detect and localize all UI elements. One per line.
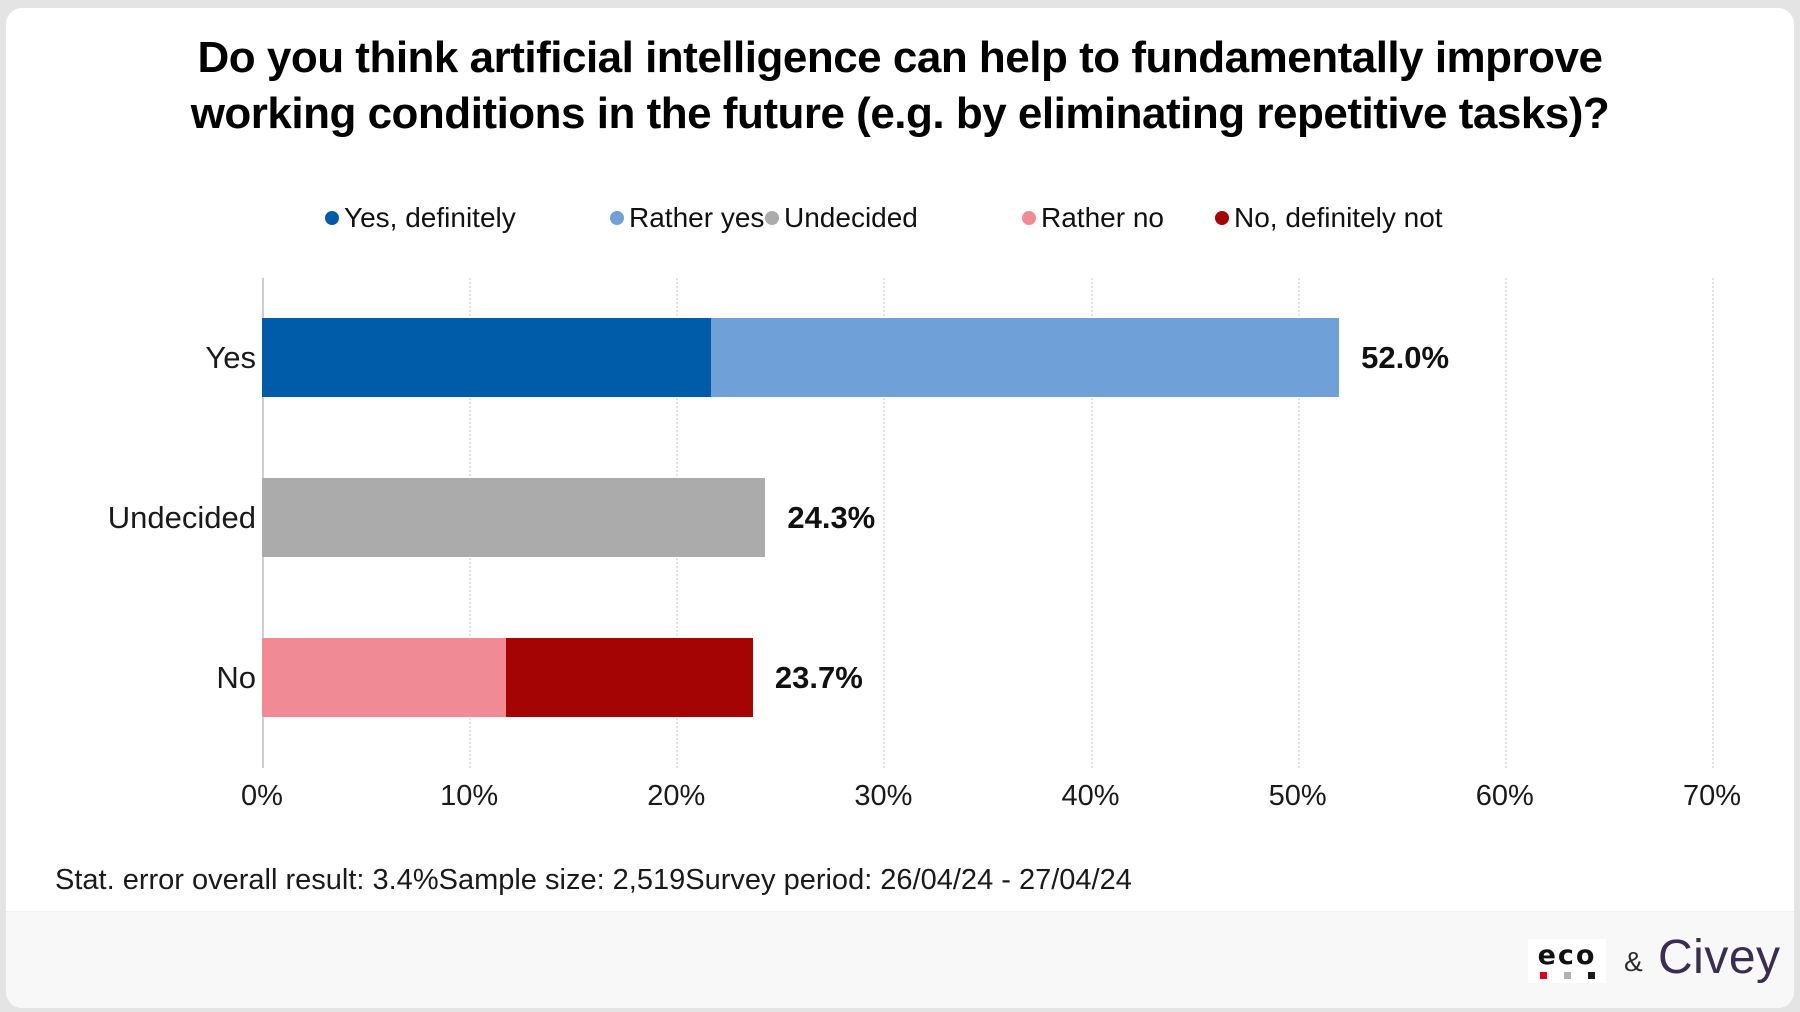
- category-label: Undecided: [107, 500, 256, 535]
- eco-logo-text: eco: [1537, 939, 1597, 971]
- civey-logo: Civey: [1658, 931, 1781, 984]
- legend-item: Rather no: [1022, 200, 1164, 236]
- bar-segment: [262, 318, 712, 397]
- x-tick-label: 30%: [854, 780, 913, 812]
- eco-square-icon: [1539, 971, 1547, 979]
- x-tick-label: 70%: [1682, 780, 1741, 812]
- chart-title-line2: working conditions in the future (e.g. b…: [190, 89, 1610, 138]
- x-gridline: [1504, 278, 1507, 768]
- eco-logo-squares: [1539, 971, 1595, 979]
- legend-label: Yes, definitely: [344, 202, 516, 233]
- legend-label: Undecided: [784, 202, 918, 233]
- legend-label: Rather no: [1041, 202, 1164, 233]
- category-label: No: [216, 660, 256, 695]
- x-gridline: [883, 278, 886, 768]
- legend-dot-icon: [765, 211, 779, 225]
- stat-error-text: Stat. error overall result: 3.4%: [55, 864, 439, 896]
- total-value-label: 52.0%: [1361, 340, 1450, 375]
- legend: Yes, definitely Rather yes Undecided Rather…: [6, 200, 1794, 236]
- footer-band: eco & Civey: [6, 911, 1794, 1008]
- x-tick-label: 20%: [647, 780, 706, 812]
- survey-card: Do you think artificial intelligence can…: [6, 8, 1794, 1008]
- legend-item: Rather yes: [610, 200, 764, 236]
- x-tick-label: 10%: [440, 780, 499, 812]
- eco-square-icon: [1563, 971, 1571, 979]
- bar-segment: [711, 318, 1340, 397]
- x-tick-label: 60%: [1475, 780, 1534, 812]
- x-gridline: [1297, 278, 1300, 768]
- footnote: Stat. error overall result: 3.4%Sample s…: [55, 864, 1132, 897]
- sample-size-text: Sample size: 2,519: [438, 864, 686, 896]
- bar-segment: [506, 638, 753, 717]
- total-value-label: 24.3%: [787, 500, 876, 535]
- chart-area: 0% 10% 20% 30% 40% 50% 60% 70% Yes 52.0% Undecided…: [6, 240, 1794, 820]
- total-value-label: 23.7%: [774, 660, 863, 695]
- chart-title-line1: Do you think artificial intelligence can…: [197, 33, 1603, 82]
- x-gridline: [1090, 278, 1093, 768]
- legend-dot-icon: [610, 211, 624, 225]
- x-tick-label: 40%: [1061, 780, 1120, 812]
- legend-label: Rather yes: [629, 202, 765, 233]
- eco-square-icon: [1587, 971, 1595, 979]
- legend-dot-icon: [325, 211, 339, 225]
- legend-item: No, definitely not: [1215, 200, 1443, 236]
- eco-logo: eco: [1528, 939, 1606, 983]
- legend-dot-icon: [1022, 211, 1036, 225]
- ampersand-separator: &: [1624, 946, 1643, 977]
- legend-item: Undecided: [765, 200, 918, 236]
- chart-title: Do you think artificial intelligence can…: [6, 30, 1794, 142]
- x-tick-label: 50%: [1268, 780, 1327, 812]
- legend-dot-icon: [1215, 211, 1229, 225]
- bar-segment: [262, 478, 766, 557]
- x-tick-label: 0%: [241, 780, 283, 812]
- legend-item: Yes, definitely: [325, 200, 516, 236]
- survey-period-text: Survey period: 26/04/24 - 27/04/24: [685, 864, 1132, 896]
- legend-label: No, definitely not: [1234, 202, 1443, 233]
- x-gridline: [1711, 278, 1714, 768]
- category-label: Yes: [205, 340, 256, 375]
- bar-segment: [262, 638, 507, 717]
